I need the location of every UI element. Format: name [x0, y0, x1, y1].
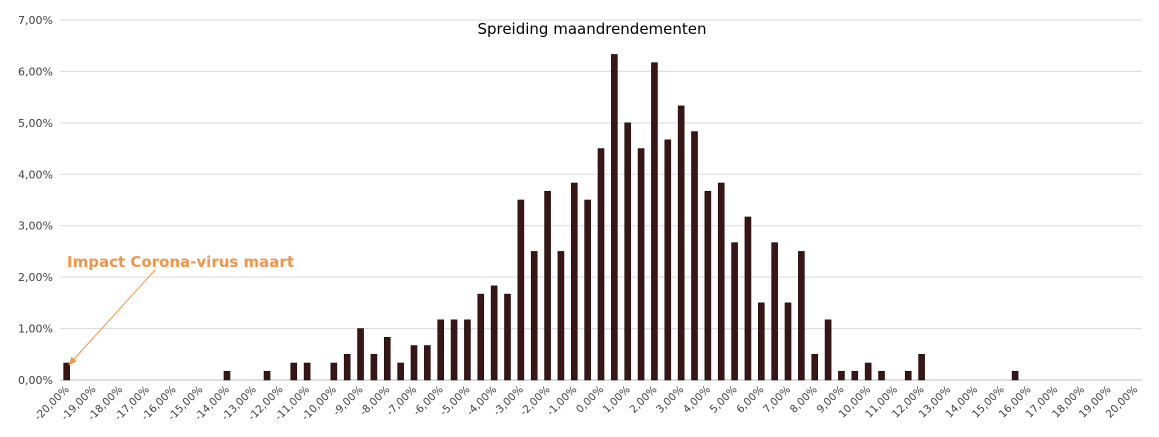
bar: [410, 345, 418, 381]
x-tick-label: 6,00%: [734, 384, 766, 416]
bar: [624, 122, 632, 381]
bar: [798, 251, 805, 381]
y-tick-label: 2,00%: [18, 271, 53, 284]
bar: [851, 370, 859, 381]
chart-title: Spreiding maandrendementen: [477, 20, 706, 38]
x-tick-label: 2,00%: [627, 384, 659, 416]
bar: [771, 242, 778, 381]
bar: [544, 190, 551, 381]
bar: [357, 328, 364, 381]
bar: [784, 302, 792, 381]
bar: [517, 199, 525, 381]
bar: [63, 362, 70, 381]
bar: [744, 216, 752, 381]
y-tick-label: 3,00%: [18, 220, 53, 233]
y-tick-label: 5,00%: [18, 117, 53, 130]
bar: [437, 319, 445, 381]
x-tick-label: 1,00%: [601, 384, 633, 416]
x-tick-label: 8,00%: [788, 384, 820, 416]
bar: [757, 302, 765, 381]
x-tick-label: 4,00%: [681, 384, 713, 416]
bars: [63, 54, 1019, 381]
bar: [677, 105, 685, 381]
bar: [838, 370, 845, 381]
bar: [557, 251, 565, 381]
bar: [223, 370, 231, 381]
bar: [704, 190, 712, 381]
bar: [717, 182, 725, 381]
bar: [504, 293, 511, 381]
bar: [1011, 370, 1019, 381]
bar: [651, 62, 658, 381]
x-tick-label: 3,00%: [654, 384, 686, 416]
bar: [263, 370, 271, 381]
bar: [477, 293, 485, 381]
bar: [424, 345, 431, 381]
y-tick-label: 0,00%: [18, 374, 53, 387]
x-tick-label: -1,00%: [545, 384, 580, 419]
bar: [570, 182, 578, 381]
bar: [864, 362, 872, 381]
bar: [464, 319, 471, 381]
bar: [811, 353, 819, 381]
x-tick-label: 0,00%: [574, 384, 606, 416]
x-tick-label: 7,00%: [761, 384, 793, 416]
bar: [383, 337, 391, 381]
bar: [664, 139, 672, 381]
bar: [918, 353, 925, 381]
annotation-arrowhead: [68, 356, 77, 365]
bar: [584, 199, 591, 381]
bar: [343, 353, 351, 381]
annotation-arrow: [68, 269, 156, 366]
bar: [397, 362, 404, 381]
y-tick-label: 1,00%: [18, 323, 53, 336]
bar: [691, 131, 698, 381]
bar: [904, 370, 912, 381]
bar: [731, 242, 738, 381]
bar: [330, 362, 338, 381]
bar: [370, 353, 378, 381]
y-tick-label: 7,00%: [18, 14, 53, 27]
y-axis-tick-labels: 0,00% 1,00% 2,00% 3,00% 4,00% 5,00% 6,00% 7,00%: [18, 14, 53, 387]
bar: [611, 54, 618, 381]
y-tick-label: 6,00%: [18, 65, 53, 78]
bar: [303, 362, 311, 381]
bar: [490, 285, 498, 381]
bar: [597, 148, 605, 381]
bar: [450, 319, 458, 381]
bar: [878, 370, 885, 381]
y-tick-label: 4,00%: [18, 168, 53, 181]
bar: [530, 251, 538, 381]
bar: [637, 148, 645, 381]
bar: [290, 362, 298, 381]
bar: [824, 319, 832, 381]
annotation-label: Impact Corona-virus maart: [67, 253, 294, 271]
x-axis-tick-labels: -20,00%-19,00%-18,00%-17,00%-16,00%-15,0…: [32, 384, 1140, 423]
x-tick-label: 5,00%: [708, 384, 740, 416]
